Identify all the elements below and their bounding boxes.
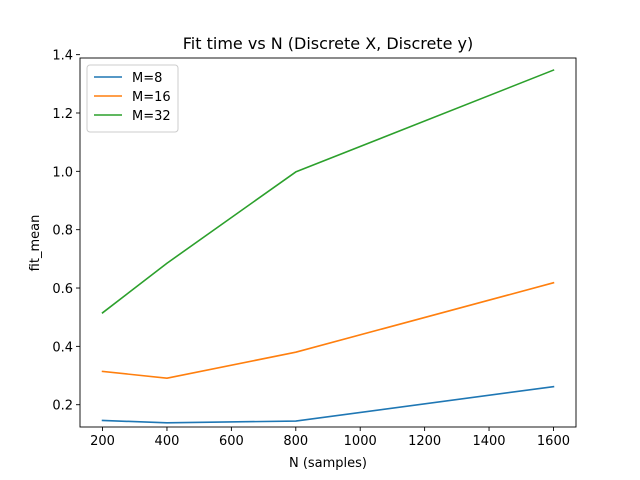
legend: M=8 M=16 M=32	[86, 64, 179, 133]
x-tick-label: 1400	[472, 434, 505, 449]
series-line-m-32	[101, 69, 555, 314]
x-tick-label: 600	[219, 434, 244, 449]
x-tick-label: 400	[155, 434, 180, 449]
series-line-m-8	[101, 385, 555, 424]
y-tick-label: 1.0	[52, 165, 73, 180]
plot-frame	[79, 57, 577, 428]
y-axis-label: fit_mean	[28, 215, 43, 272]
x-tick-label: 200	[90, 434, 115, 449]
y-tick-label: 1.4	[52, 49, 73, 64]
plot-area: 200 400 600 800 1000 1200 1400 1600 0.2 0.4 0.6 0.8…	[52, 49, 577, 449]
x-tick-label: 800	[283, 434, 308, 449]
series-line-m-16	[101, 281, 555, 379]
x-tick-label: 1000	[344, 434, 377, 449]
y-tick-label: 0.4	[52, 340, 73, 355]
legend-label: M=8	[132, 71, 162, 86]
chart-title: Fit time vs N (Discrete X, Discrete y)	[183, 34, 473, 53]
legend-label: M=16	[132, 90, 171, 105]
y-tick-label: 0.8	[52, 224, 73, 239]
x-axis-label: N (samples)	[289, 456, 367, 471]
x-tick-label: 1200	[408, 434, 441, 449]
y-tick-label: 0.2	[52, 399, 73, 414]
y-tick-label: 0.6	[52, 282, 73, 297]
y-tick-label: 1.2	[52, 107, 73, 122]
legend-label: M=32	[132, 109, 171, 124]
x-tick-label: 1600	[537, 434, 570, 449]
